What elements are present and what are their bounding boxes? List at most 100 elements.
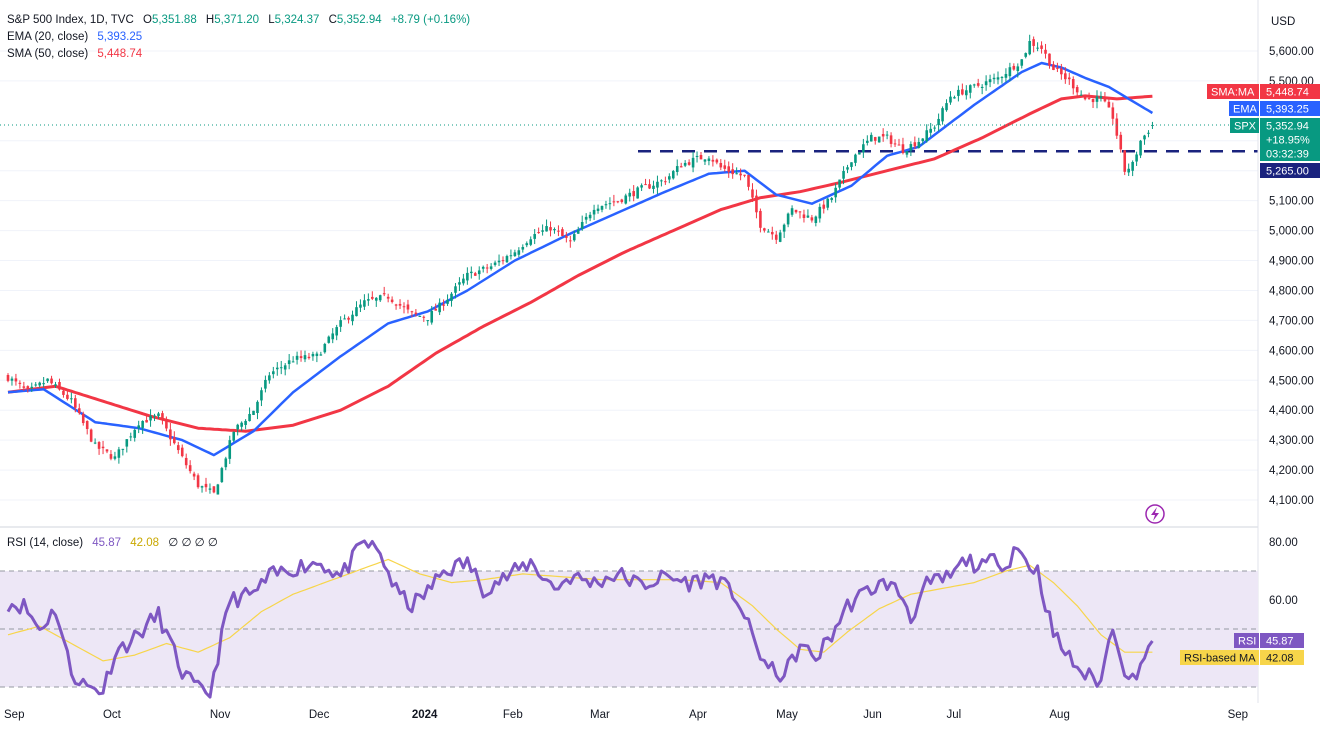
candle[interactable]: [660, 179, 663, 187]
candle[interactable]: [778, 229, 782, 243]
candle[interactable]: [426, 320, 430, 326]
candle[interactable]: [505, 254, 509, 263]
candle[interactable]: [671, 169, 675, 180]
candle[interactable]: [972, 83, 976, 88]
candle[interactable]: [656, 175, 659, 195]
candle[interactable]: [838, 179, 841, 190]
candle[interactable]: [770, 226, 774, 240]
price-pane[interactable]: [0, 50, 1258, 501]
candle[interactable]: [165, 416, 168, 432]
candle[interactable]: [97, 441, 101, 455]
candle[interactable]: [101, 440, 105, 455]
candle[interactable]: [1147, 130, 1150, 138]
candle[interactable]: [6, 373, 10, 383]
candle[interactable]: [608, 197, 612, 210]
candle[interactable]: [192, 471, 196, 481]
candle[interactable]: [949, 91, 952, 105]
candle[interactable]: [275, 362, 279, 376]
candle[interactable]: [418, 315, 422, 317]
sma-50-line[interactable]: [7, 94, 1153, 433]
candle[interactable]: [604, 200, 608, 209]
candle[interactable]: [93, 438, 97, 445]
candle[interactable]: [929, 122, 932, 137]
candle[interactable]: [42, 377, 45, 388]
candle[interactable]: [81, 411, 85, 426]
candle[interactable]: [133, 428, 137, 442]
candle[interactable]: [157, 411, 160, 419]
candle[interactable]: [873, 136, 877, 145]
candle[interactable]: [10, 376, 14, 386]
candle[interactable]: [759, 208, 762, 233]
candle[interactable]: [26, 385, 30, 393]
candle[interactable]: [1087, 92, 1091, 100]
symbol-title[interactable]: S&P 500 Index, 1D, TVC: [7, 14, 134, 26]
candle[interactable]: [303, 350, 307, 363]
candle[interactable]: [620, 198, 624, 204]
candle[interactable]: [256, 400, 259, 420]
candle[interactable]: [561, 227, 564, 237]
candle[interactable]: [307, 352, 311, 360]
candle[interactable]: [220, 466, 224, 483]
candle[interactable]: [1032, 36, 1035, 53]
candle[interactable]: [767, 228, 770, 233]
candle[interactable]: [683, 160, 687, 168]
candle[interactable]: [616, 200, 620, 204]
candle[interactable]: [834, 183, 837, 203]
candle[interactable]: [355, 301, 358, 317]
candle[interactable]: [624, 193, 628, 205]
candle[interactable]: [976, 78, 980, 88]
candle[interactable]: [378, 294, 382, 302]
candle[interactable]: [723, 159, 727, 172]
candle[interactable]: [343, 314, 346, 320]
candle[interactable]: [921, 138, 925, 145]
candle[interactable]: [402, 302, 406, 314]
candle[interactable]: [1064, 67, 1067, 84]
candle[interactable]: [584, 213, 588, 224]
candle[interactable]: [525, 241, 529, 248]
candle[interactable]: [450, 292, 453, 307]
candle[interactable]: [268, 372, 271, 384]
candle[interactable]: [18, 380, 22, 389]
candle[interactable]: [1024, 52, 1028, 59]
candle[interactable]: [331, 328, 335, 344]
candle[interactable]: [430, 305, 434, 325]
candle[interactable]: [509, 249, 513, 260]
candle[interactable]: [846, 164, 849, 174]
candle[interactable]: [897, 138, 901, 146]
candle[interactable]: [485, 263, 489, 274]
candle[interactable]: [1052, 61, 1055, 71]
candle[interactable]: [204, 477, 208, 492]
candle[interactable]: [1056, 62, 1059, 73]
candle[interactable]: [917, 137, 921, 149]
candle[interactable]: [212, 486, 216, 494]
candle[interactable]: [1060, 63, 1063, 80]
candle[interactable]: [105, 449, 109, 454]
currency-label[interactable]: USD: [1271, 16, 1295, 28]
candle[interactable]: [529, 236, 533, 247]
candle[interactable]: [664, 176, 667, 185]
candle[interactable]: [711, 155, 715, 167]
candle[interactable]: [454, 283, 457, 299]
candle[interactable]: [537, 227, 540, 234]
candle[interactable]: [818, 203, 822, 223]
candle[interactable]: [77, 403, 81, 415]
candle[interactable]: [54, 381, 57, 388]
candle[interactable]: [438, 298, 441, 316]
candle[interactable]: [707, 156, 711, 166]
candle[interactable]: [470, 266, 473, 279]
candle[interactable]: [149, 409, 152, 427]
candle[interactable]: [961, 83, 964, 96]
candle[interactable]: [862, 138, 865, 158]
candle[interactable]: [477, 266, 481, 280]
candle[interactable]: [850, 162, 853, 171]
candle[interactable]: [1123, 150, 1127, 176]
candle[interactable]: [576, 226, 580, 234]
ema-20-line[interactable]: [7, 61, 1154, 457]
candle[interactable]: [877, 136, 881, 143]
candle[interactable]: [913, 136, 917, 150]
candle[interactable]: [22, 381, 26, 391]
candle[interactable]: [311, 351, 315, 361]
candle[interactable]: [763, 227, 766, 233]
candle[interactable]: [371, 291, 374, 301]
candle[interactable]: [374, 297, 378, 307]
